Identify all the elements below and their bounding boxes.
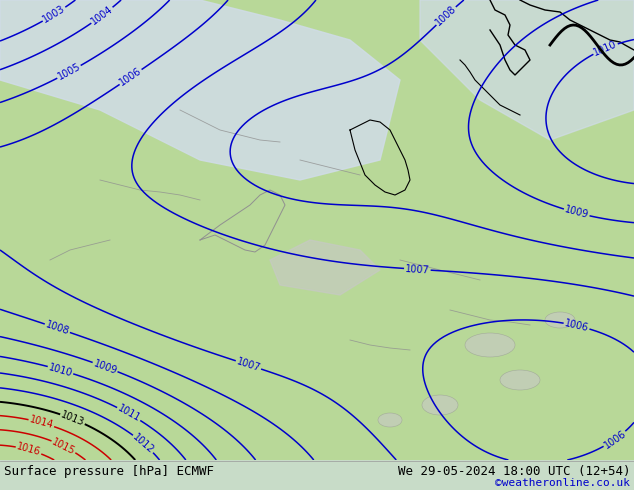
Ellipse shape xyxy=(422,395,458,415)
Text: 1010: 1010 xyxy=(592,39,619,58)
Text: 1012: 1012 xyxy=(131,432,156,455)
Text: 1006: 1006 xyxy=(602,428,628,450)
Text: 1007: 1007 xyxy=(404,264,430,275)
Text: We 29-05-2024 18:00 UTC (12+54): We 29-05-2024 18:00 UTC (12+54) xyxy=(398,465,630,477)
Text: Surface pressure [hPa] ECMWF: Surface pressure [hPa] ECMWF xyxy=(4,465,214,477)
Text: 1015: 1015 xyxy=(51,437,77,456)
Polygon shape xyxy=(270,240,380,295)
Ellipse shape xyxy=(378,413,402,427)
Text: ©weatheronline.co.uk: ©weatheronline.co.uk xyxy=(495,478,630,488)
Text: 1011: 1011 xyxy=(116,403,142,424)
Ellipse shape xyxy=(500,370,540,390)
Text: 1014: 1014 xyxy=(29,415,55,431)
Text: 1005: 1005 xyxy=(56,62,82,82)
Polygon shape xyxy=(420,0,634,140)
Ellipse shape xyxy=(545,312,575,328)
Text: 1009: 1009 xyxy=(92,358,119,376)
Text: 1004: 1004 xyxy=(89,4,115,27)
Text: 1003: 1003 xyxy=(41,3,67,25)
Text: 1009: 1009 xyxy=(564,205,590,220)
Text: 1016: 1016 xyxy=(16,442,42,458)
Text: 1008: 1008 xyxy=(434,4,458,28)
Text: 1008: 1008 xyxy=(44,319,70,337)
Text: 1013: 1013 xyxy=(60,410,86,428)
Text: 1007: 1007 xyxy=(235,356,262,373)
Text: 1006: 1006 xyxy=(118,66,143,88)
Text: 1006: 1006 xyxy=(564,318,590,333)
Text: 1010: 1010 xyxy=(48,362,74,378)
Ellipse shape xyxy=(465,333,515,357)
Polygon shape xyxy=(0,0,400,180)
